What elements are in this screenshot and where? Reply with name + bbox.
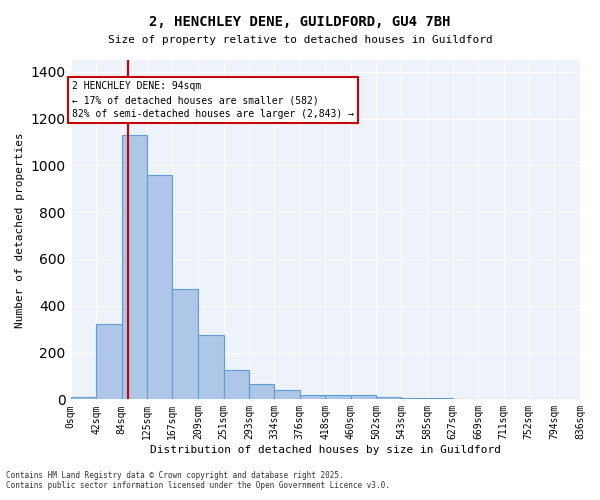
Text: Size of property relative to detached houses in Guildford: Size of property relative to detached ho… <box>107 35 493 45</box>
Bar <box>401 398 427 400</box>
Bar <box>299 394 325 400</box>
Bar <box>198 335 224 400</box>
Bar <box>351 394 376 400</box>
Bar <box>427 398 452 400</box>
Bar <box>274 390 299 400</box>
Bar <box>452 398 478 400</box>
X-axis label: Distribution of detached houses by size in Guildford: Distribution of detached houses by size … <box>150 445 501 455</box>
Bar <box>122 135 147 400</box>
Bar <box>172 290 198 400</box>
Bar <box>376 397 401 400</box>
Bar <box>71 397 96 400</box>
Text: Contains HM Land Registry data © Crown copyright and database right 2025.
Contai: Contains HM Land Registry data © Crown c… <box>6 470 390 490</box>
Bar <box>325 394 351 400</box>
Text: 2 HENCHLEY DENE: 94sqm
← 17% of detached houses are smaller (582)
82% of semi-de: 2 HENCHLEY DENE: 94sqm ← 17% of detached… <box>72 81 354 119</box>
Bar <box>249 384 274 400</box>
Bar <box>96 324 122 400</box>
Y-axis label: Number of detached properties: Number of detached properties <box>15 132 25 328</box>
Text: 2, HENCHLEY DENE, GUILDFORD, GU4 7BH: 2, HENCHLEY DENE, GUILDFORD, GU4 7BH <box>149 15 451 29</box>
Bar <box>224 370 249 400</box>
Bar <box>147 174 172 400</box>
